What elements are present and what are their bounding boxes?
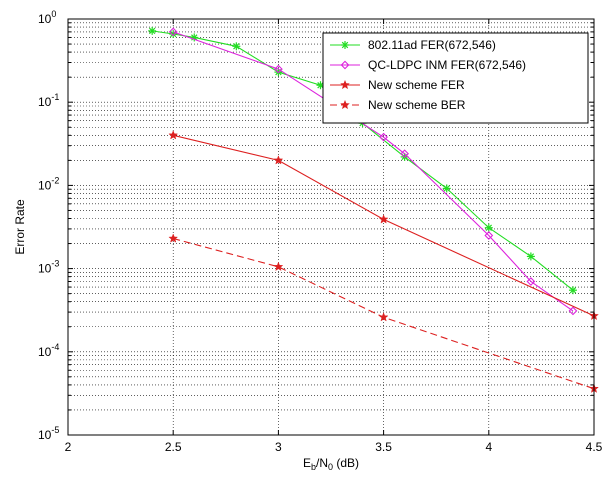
legend-label: 802.11ad FER(672,546) [368,38,496,52]
y-tick-label: 10-3 [38,259,59,276]
legend-entry: 802.11ad FER(672,546) [330,38,496,52]
x-tick-label: 2.5 [165,440,182,454]
diamond-marker [568,306,578,316]
legend-label: New scheme BER [368,98,466,112]
star-marker [378,312,389,322]
x-tick-labels: 2 2.5 3 3.5 4 4.5 [65,440,603,454]
y-tick-label: 10-4 [38,342,59,359]
legend: 802.11ad FER(672,546) QC-LDPC INM FER(672… [322,32,589,124]
diamond-marker [168,27,178,37]
x-tick-label: 3.5 [375,440,392,454]
asterisk-marker [526,252,535,261]
legend-label: QC-LDPC INM FER(672,546) [368,58,526,72]
y-axis-title: Error Rate [13,199,27,255]
star-marker [340,79,350,90]
y-tick-label: 100 [38,9,56,26]
y-tick-label: 10-5 [38,425,59,442]
asterisk-marker [190,33,199,42]
diamond-marker [484,231,494,240]
y-tick-label: 10-2 [38,175,59,192]
series-1 [168,27,578,316]
series-line [173,237,595,390]
star-marker [340,99,350,110]
diamond-marker [379,132,388,142]
y-tick-label: 10-1 [38,92,59,109]
diamond-marker [340,60,350,70]
asterisk-marker [148,26,157,35]
star-marker [168,130,179,140]
diamond-marker [274,64,283,74]
star-marker [273,261,284,272]
star-marker [168,233,179,243]
x-tick-label: 4 [485,440,492,454]
legend-entry: New scheme BER [330,98,466,112]
legend-entry: QC-LDPC INM FER(672,546) [330,58,526,72]
x-tick-label: 3 [275,440,282,454]
x-tick-label: 4.5 [586,440,603,454]
series-line [173,31,574,312]
legend-box [322,32,589,124]
ticks [67,18,595,436]
series-line [173,134,595,317]
diamond-marker [400,149,410,159]
legend-label: New scheme FER [368,78,465,92]
asterisk-marker [442,184,451,193]
y-tick-labels: 100 10-1 10-2 10-3 10-4 10-5 [38,9,59,442]
x-tick-label: 2 [65,440,72,454]
x-axis-title: Eb/N0 (dB) [303,456,359,472]
diamond-marker [526,277,536,286]
star-marker [378,214,389,224]
asterisk-marker [232,42,241,51]
asterisk-marker [484,223,493,232]
asterisk-marker [568,286,577,295]
star-marker [273,155,284,165]
legend-entry: New scheme FER [330,78,465,92]
axes-box [67,18,595,436]
asterisk-marker [341,41,349,49]
series-2 [168,130,599,321]
